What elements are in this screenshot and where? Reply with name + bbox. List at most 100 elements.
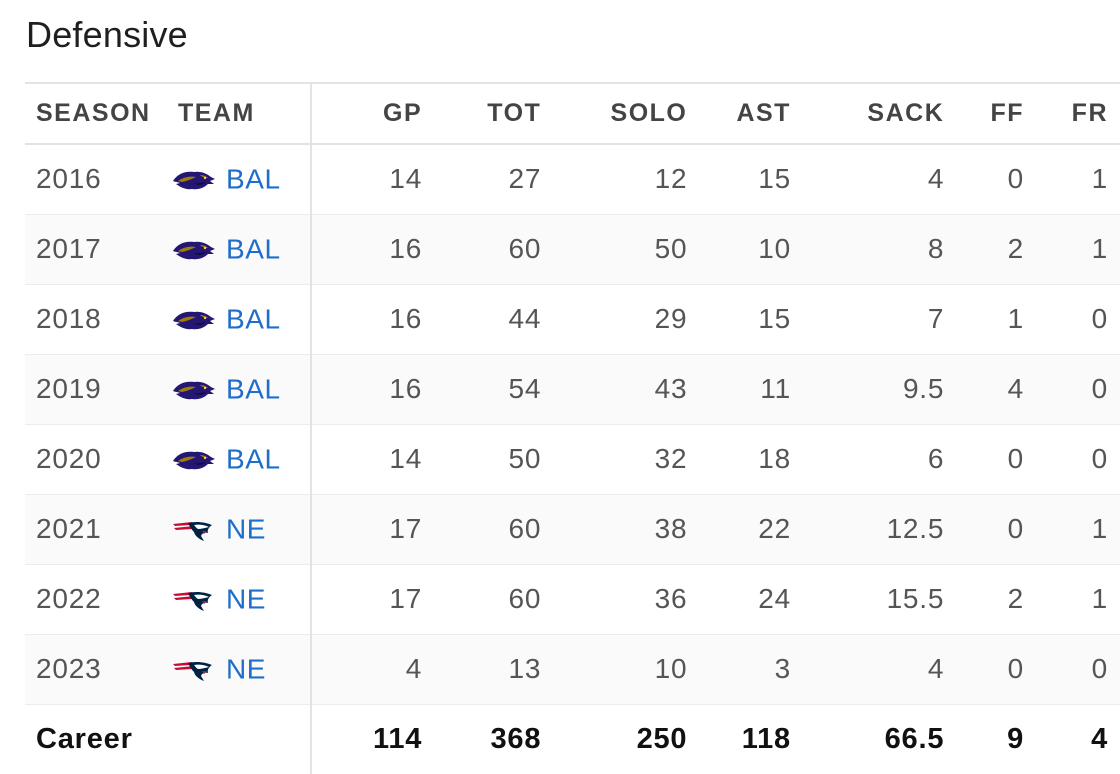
ravens-logo-icon (172, 378, 216, 402)
season-cell: 2017 (36, 233, 102, 264)
ast-cell: 11 (760, 373, 791, 404)
solo-cell: 10 (654, 653, 688, 684)
section-title: Defensive (26, 14, 188, 55)
team-cell[interactable]: NE (167, 564, 312, 634)
column-header-solo[interactable]: SOLO (610, 99, 688, 127)
column-header-tot[interactable]: TOT (487, 99, 542, 127)
team-cell[interactable]: NE (167, 634, 312, 704)
sack-cell: 7 (927, 303, 945, 334)
tot-cell: 60 (508, 583, 542, 614)
table-row-2018: 2018 BAL 16 44 29 15 7 1 0 (25, 284, 1120, 354)
table-header-row: SEASON TEAM GP TOT SOLO AST SACK FF FR (25, 83, 1120, 144)
career-tot: 368 (490, 722, 542, 755)
season-cell: 2018 (36, 303, 102, 334)
sack-cell: 9.5 (902, 373, 945, 404)
column-header-sack[interactable]: SACK (867, 99, 945, 127)
gp-cell: 16 (389, 233, 423, 264)
career-ast: 118 (741, 722, 791, 755)
season-cell: 2021 (36, 513, 102, 544)
gp-cell: 14 (389, 163, 423, 195)
team-cell[interactable]: BAL (167, 424, 312, 494)
team-link[interactable]: NE (225, 653, 267, 685)
gp-cell: 17 (389, 513, 423, 544)
ff-cell: 4 (1007, 373, 1025, 404)
ff-cell: 2 (1007, 583, 1025, 614)
ff-cell: 0 (1007, 443, 1025, 474)
ast-cell: 15 (758, 163, 791, 195)
column-header-team[interactable]: TEAM (167, 83, 312, 144)
table-row-2020: 2020 BAL 14 50 32 18 6 0 0 (25, 424, 1120, 494)
table-row-2023: 2023 NE 4 13 10 3 4 0 0 (25, 634, 1120, 704)
fr-cell: 0 (1091, 653, 1108, 684)
gp-cell: 16 (389, 373, 423, 404)
ravens-logo-icon (172, 168, 216, 192)
ast-cell: 18 (758, 443, 791, 474)
sack-cell: 4 (927, 163, 945, 195)
team-cell[interactable]: BAL (167, 144, 312, 214)
career-gp: 114 (372, 722, 423, 755)
ast-cell: 15 (758, 303, 791, 334)
tot-cell: 50 (508, 443, 542, 474)
season-cell: 2016 (36, 163, 102, 195)
solo-cell: 38 (654, 513, 688, 544)
team-cell[interactable]: BAL (167, 284, 312, 354)
career-fr: 4 (1091, 722, 1108, 755)
team-cell[interactable]: BAL (167, 354, 312, 424)
ff-cell: 2 (1007, 233, 1025, 264)
team-link[interactable]: BAL (225, 233, 281, 265)
table-row-2017: 2017 BAL 16 60 50 10 8 2 1 (25, 214, 1120, 284)
career-sack: 66.5 (884, 722, 945, 755)
career-team-cell (167, 704, 312, 774)
team-link[interactable]: BAL (225, 164, 281, 196)
team-link[interactable]: BAL (225, 303, 281, 335)
ff-cell: 0 (1007, 653, 1025, 684)
ast-cell: 22 (758, 513, 791, 544)
season-cell: 2022 (36, 583, 102, 614)
gp-cell: 14 (389, 443, 423, 474)
table-row-2021: 2021 NE 17 60 38 22 12.5 0 1 (25, 494, 1120, 564)
team-cell[interactable]: BAL (167, 214, 312, 284)
ff-cell: 1 (1007, 303, 1025, 334)
tot-cell: 27 (508, 163, 542, 195)
ravens-logo-icon (172, 238, 216, 262)
column-header-gp[interactable]: GP (383, 99, 423, 127)
team-link[interactable]: NE (225, 513, 267, 545)
season-cell: 2023 (36, 653, 102, 684)
sack-cell: 8 (927, 233, 945, 264)
ast-cell: 3 (774, 653, 791, 684)
solo-cell: 43 (654, 373, 688, 404)
patriots-logo-icon (172, 588, 216, 612)
patriots-logo-icon (172, 518, 216, 542)
solo-cell: 32 (654, 443, 688, 474)
ff-cell: 0 (1007, 513, 1025, 544)
sack-cell: 12.5 (886, 513, 945, 544)
table-row-2022: 2022 NE 17 60 36 24 15.5 2 1 (25, 564, 1120, 634)
fr-cell: 1 (1091, 233, 1108, 264)
defensive-stats-table: SEASON TEAM GP TOT SOLO AST SACK FF FR 2… (25, 82, 1120, 774)
column-header-fr[interactable]: FR (1071, 99, 1108, 127)
fr-cell: 0 (1091, 443, 1108, 474)
team-cell[interactable]: NE (167, 494, 312, 564)
fr-cell: 0 (1091, 303, 1108, 334)
column-header-ff[interactable]: FF (990, 99, 1025, 127)
season-cell: 2020 (36, 443, 102, 474)
ravens-logo-icon (172, 308, 216, 332)
sack-cell: 15.5 (886, 583, 945, 614)
column-header-ast[interactable]: AST (736, 99, 791, 127)
tot-cell: 44 (508, 303, 542, 334)
table-row-2019: 2019 BAL 16 54 43 11 9.5 4 0 (25, 354, 1120, 424)
column-header-season[interactable]: SEASON (36, 99, 151, 127)
team-link[interactable]: BAL (225, 373, 281, 405)
career-label: Career (36, 722, 133, 755)
fr-cell: 1 (1091, 513, 1108, 544)
fr-cell: 1 (1091, 583, 1108, 614)
team-link[interactable]: NE (225, 583, 267, 615)
fr-cell: 0 (1091, 373, 1108, 404)
solo-cell: 12 (654, 163, 688, 195)
sack-cell: 4 (927, 653, 945, 684)
ast-cell: 10 (758, 233, 791, 264)
ff-cell: 0 (1007, 163, 1025, 195)
tot-cell: 54 (508, 373, 542, 404)
team-link[interactable]: BAL (225, 443, 281, 475)
fr-cell: 1 (1091, 163, 1108, 195)
